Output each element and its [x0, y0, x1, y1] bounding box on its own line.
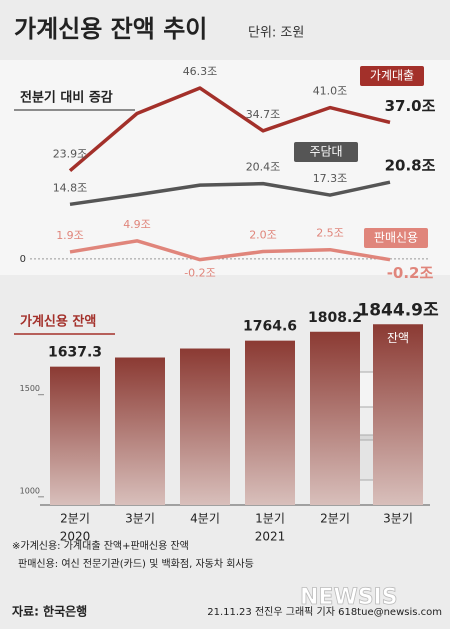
y-tick-label: 0	[20, 254, 26, 265]
source: 자료: 한국은행	[12, 604, 87, 619]
unit: 단위: 조원	[248, 26, 304, 41]
bar-title: 가계신용 잔액	[20, 314, 96, 330]
x-tick-label: 1분기	[255, 512, 285, 526]
x-tick-label: 2분기	[320, 512, 350, 526]
bar	[373, 324, 423, 505]
value-label: 1.9조	[56, 229, 84, 242]
legend-label: 가계대출	[370, 69, 414, 83]
value-label: 20.4조	[246, 161, 281, 174]
y-tick-label: 1000	[20, 486, 40, 495]
value-label: 41.0조	[313, 85, 348, 98]
x-year-label: 2020	[60, 530, 91, 544]
legend-box	[364, 228, 428, 248]
bar	[245, 340, 295, 505]
legend-box	[360, 66, 424, 86]
line	[68, 86, 391, 173]
value-label: 34.7조	[246, 108, 281, 121]
value-label: 2.0조	[249, 229, 277, 242]
credit: 21.11.23 전진우 그래픽 기자 618tue@newsis.com	[207, 606, 442, 618]
bar	[310, 331, 360, 505]
value-label: 37.0조	[385, 97, 436, 115]
value-label: 1808.2	[308, 310, 362, 326]
note: ※가계신용: 가계대출 잔액+판매신용 잔액	[12, 540, 189, 552]
x-tick-label: 3분기	[125, 512, 155, 526]
note: 판매신용: 여신 전문기관(카드) 및 백화점, 자동차 회사등	[18, 558, 254, 570]
line-title: 전분기 대비 증감	[20, 90, 113, 106]
value-label: 1637.3	[48, 345, 102, 361]
value-label: 1764.6	[243, 319, 297, 335]
value-label: -0.2조	[387, 264, 434, 282]
line	[69, 180, 391, 207]
bar	[180, 348, 230, 505]
value-label: 1844.9조	[357, 300, 439, 320]
value-sublabel: 잔액	[387, 331, 409, 345]
value-label: -0.2조	[184, 267, 216, 280]
x-tick-label: 3분기	[383, 512, 413, 526]
legend-label: 판매신용	[374, 231, 418, 245]
value-label: 14.8조	[53, 181, 88, 194]
line	[69, 239, 391, 262]
value-label: 23.9조	[53, 148, 88, 161]
value-label: 17.3조	[313, 172, 348, 185]
value-label: 20.8조	[385, 157, 436, 175]
x-tick-label: 2분기	[60, 512, 90, 526]
x-tick-label: 4분기	[190, 512, 220, 526]
y-tick-label: 1500	[20, 384, 40, 393]
x-year-label: 2021	[255, 530, 286, 544]
legend-box	[294, 142, 358, 162]
value-label: 46.3조	[183, 65, 218, 78]
legend-label: 주담대	[309, 145, 342, 159]
title: 가계신용 잔액 추이	[14, 15, 207, 43]
watermark: NEWSIS	[300, 585, 398, 610]
bar	[50, 366, 100, 505]
value-label: 4.9조	[123, 218, 151, 231]
bar	[115, 357, 165, 505]
value-label: 2.5조	[316, 227, 344, 240]
